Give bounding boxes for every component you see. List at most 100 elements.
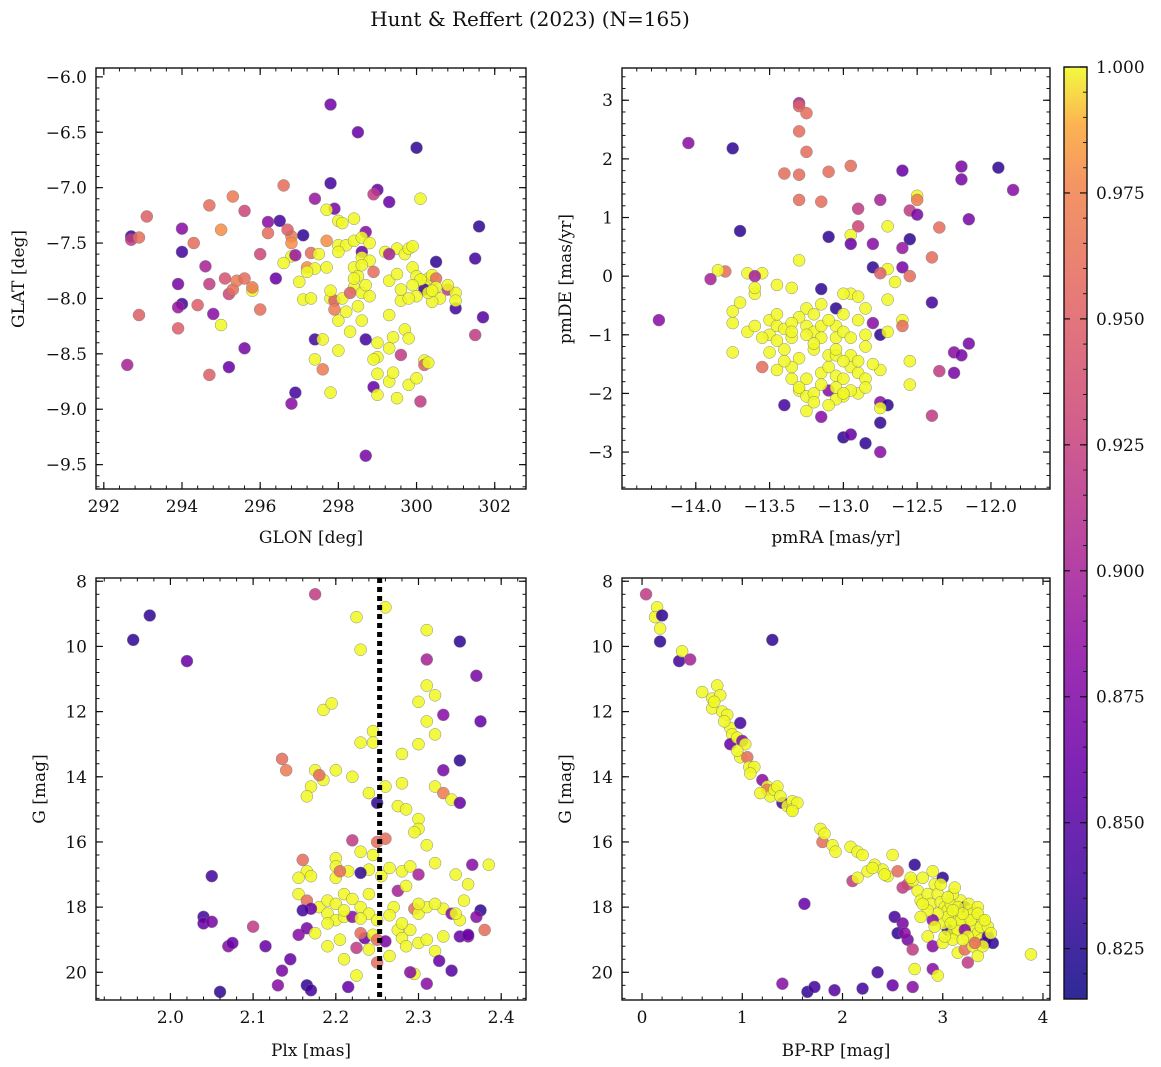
data-point: [948, 881, 962, 894]
data-point: [955, 349, 968, 362]
data-point: [354, 926, 367, 940]
data-point: [808, 980, 821, 994]
data-point: [754, 786, 767, 800]
data-point: [350, 941, 363, 955]
data-point: [800, 106, 813, 120]
x-tick-label: 2.2: [322, 1008, 349, 1028]
data-point: [285, 236, 298, 250]
data-point: [420, 933, 434, 946]
data-point: [350, 610, 363, 624]
data-point: [321, 939, 334, 953]
x-tick-label: 300: [400, 497, 432, 517]
data-point: [748, 269, 762, 283]
data-point: [171, 322, 185, 335]
data-point: [428, 728, 442, 741]
data-point: [420, 977, 434, 990]
data-point: [910, 193, 924, 207]
data-point: [908, 858, 921, 872]
data-point: [277, 256, 290, 270]
data-point: [428, 856, 442, 870]
figure-title: Hunt & Reffert (2023) (N=165): [370, 7, 690, 31]
y-tick-label: 14: [591, 768, 613, 788]
data-point: [382, 195, 396, 209]
data-point: [878, 868, 891, 881]
data-point: [916, 871, 929, 885]
data-point: [406, 240, 419, 253]
y-tick-label: −7.5: [46, 234, 87, 254]
data-point: [837, 287, 850, 300]
data-point: [837, 387, 850, 400]
data-point: [420, 679, 434, 692]
data-point: [734, 716, 747, 730]
data-point: [946, 904, 960, 917]
data-point: [818, 827, 831, 841]
data-point: [218, 272, 232, 285]
y-tick-label: 12: [65, 703, 87, 723]
data-point: [707, 695, 721, 709]
data-point: [329, 897, 343, 911]
data-point: [273, 214, 286, 228]
panel-plx-g: 2.0 2.1 2.2 2.3 2.4 8 10 12 14 16 18 20 Plx [mas] G…: [30, 572, 527, 1061]
data-point: [354, 736, 367, 749]
data-point: [881, 220, 894, 233]
x-tick-label: 298: [322, 497, 354, 517]
data-point: [938, 930, 952, 943]
data-point: [261, 215, 275, 229]
data-point: [449, 868, 462, 881]
data-point: [778, 398, 791, 412]
data-point: [874, 401, 887, 415]
x-axis-label: Plx [mas]: [271, 1041, 351, 1061]
y-tick-label: −3: [588, 443, 613, 463]
scatter-points: [652, 96, 1020, 459]
data-point: [126, 633, 140, 647]
axis-ticks: 2.0 2.1 2.2 2.3 2.4 8 10 12 14 16 18 20: [65, 572, 526, 1028]
data-point: [284, 953, 297, 966]
data-point: [482, 858, 496, 872]
y-tick-label: −2: [588, 384, 613, 404]
data-point: [333, 865, 347, 878]
data-point: [731, 744, 744, 757]
data-point: [429, 255, 443, 269]
data-point: [792, 193, 806, 207]
data-point: [395, 777, 409, 790]
colorbar-tick-label: 1.000: [1096, 58, 1145, 78]
data-point: [914, 910, 927, 924]
data-point: [653, 635, 667, 648]
data-point: [399, 879, 413, 893]
data-point: [478, 923, 491, 937]
y-tick-label: 0: [602, 267, 613, 287]
data-point: [844, 237, 858, 251]
data-point: [829, 343, 843, 356]
data-point: [214, 223, 228, 237]
data-point: [238, 272, 251, 285]
data-point: [770, 334, 784, 347]
data-point: [792, 254, 806, 267]
data-point: [403, 923, 417, 937]
y-tick-label: 10: [591, 637, 613, 657]
data-point: [792, 351, 806, 365]
data-point: [410, 141, 423, 155]
colorbar-frame: [1063, 66, 1088, 1000]
data-point: [733, 224, 747, 238]
data-point: [351, 299, 365, 313]
data-point: [359, 333, 372, 346]
data-point: [420, 623, 434, 637]
data-point: [226, 190, 240, 203]
data-point: [886, 848, 899, 862]
data-point: [856, 848, 869, 862]
data-point: [343, 286, 357, 300]
x-tick-label: 3: [937, 1008, 948, 1028]
y-tick-label: 3: [602, 91, 613, 111]
data-point: [733, 296, 747, 309]
data-point: [859, 437, 872, 450]
data-point: [308, 926, 322, 940]
data-point: [132, 231, 146, 244]
x-tick-label: 2.0: [157, 1008, 184, 1028]
data-point: [800, 328, 813, 342]
data-point: [371, 336, 384, 350]
data-point: [339, 305, 353, 318]
data-point: [971, 949, 985, 963]
x-tick-label: 2.1: [240, 1008, 267, 1028]
y-tick-label: −6.5: [46, 123, 87, 143]
